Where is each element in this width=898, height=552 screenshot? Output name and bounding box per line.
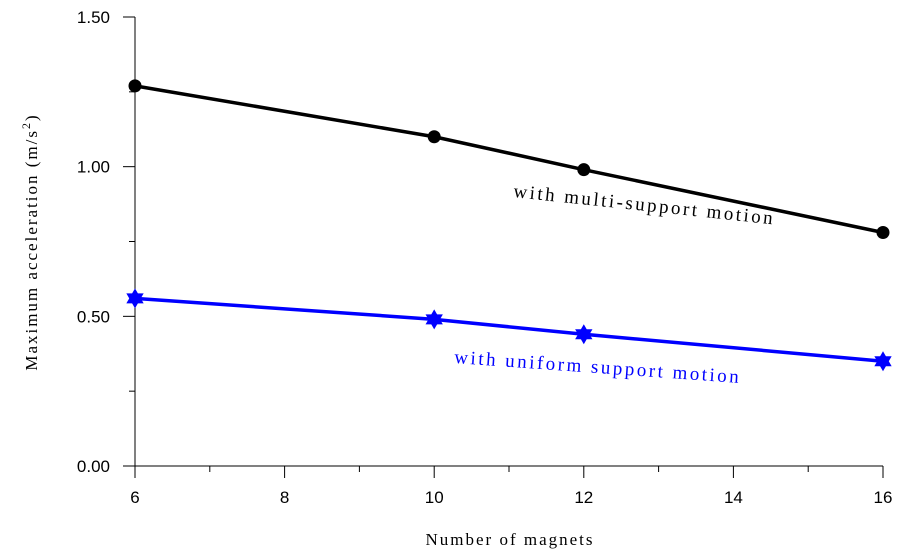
- y-tick-label: 1.50: [77, 8, 110, 27]
- series-1: [126, 288, 892, 372]
- y-tick-label: 1.00: [77, 158, 110, 177]
- series-label-multi-support: with multi-support motion: [512, 181, 776, 229]
- axes: 0.00 0.50 1.00 1.50 6 8 10 12 14 16: [77, 8, 893, 507]
- series-line: [134, 84, 884, 235]
- star-marker-down: [425, 314, 443, 330]
- series-line: [134, 296, 884, 363]
- series-label-uniform-support: with uniform support motion: [454, 347, 742, 388]
- data-point: [575, 324, 593, 345]
- data-point: [425, 309, 443, 330]
- y-tick-label: 0.00: [77, 457, 110, 476]
- series-layer: [126, 79, 892, 372]
- data-point: [876, 226, 890, 240]
- data-point: [874, 351, 892, 372]
- star-marker-down: [126, 293, 144, 309]
- x-tick-label: 8: [280, 488, 289, 507]
- y-tick-label: 0.50: [77, 307, 110, 326]
- data-point: [128, 79, 142, 93]
- star-marker-down: [874, 356, 892, 372]
- y-axis-title-main: Maximum acceleration (m/s: [22, 129, 41, 371]
- x-tick-label: 6: [130, 488, 139, 507]
- x-tick-label: 12: [574, 488, 593, 507]
- labels: Number of magnets Maximum acceleration (…: [19, 113, 776, 549]
- data-point: [427, 130, 441, 144]
- y-axis-title-superscript: 2: [19, 121, 33, 129]
- x-axis-title: Number of magnets: [425, 530, 594, 549]
- y-axis-title: Maximum acceleration (m/s2): [19, 113, 41, 370]
- x-tick-label: 16: [874, 488, 893, 507]
- x-tick-label: 14: [724, 488, 743, 507]
- y-axis-title-end: ): [22, 113, 41, 121]
- series-0: [128, 79, 890, 240]
- star-marker-down: [575, 329, 593, 345]
- data-point: [126, 288, 144, 309]
- data-point: [577, 163, 591, 177]
- x-tick-label: 10: [425, 488, 444, 507]
